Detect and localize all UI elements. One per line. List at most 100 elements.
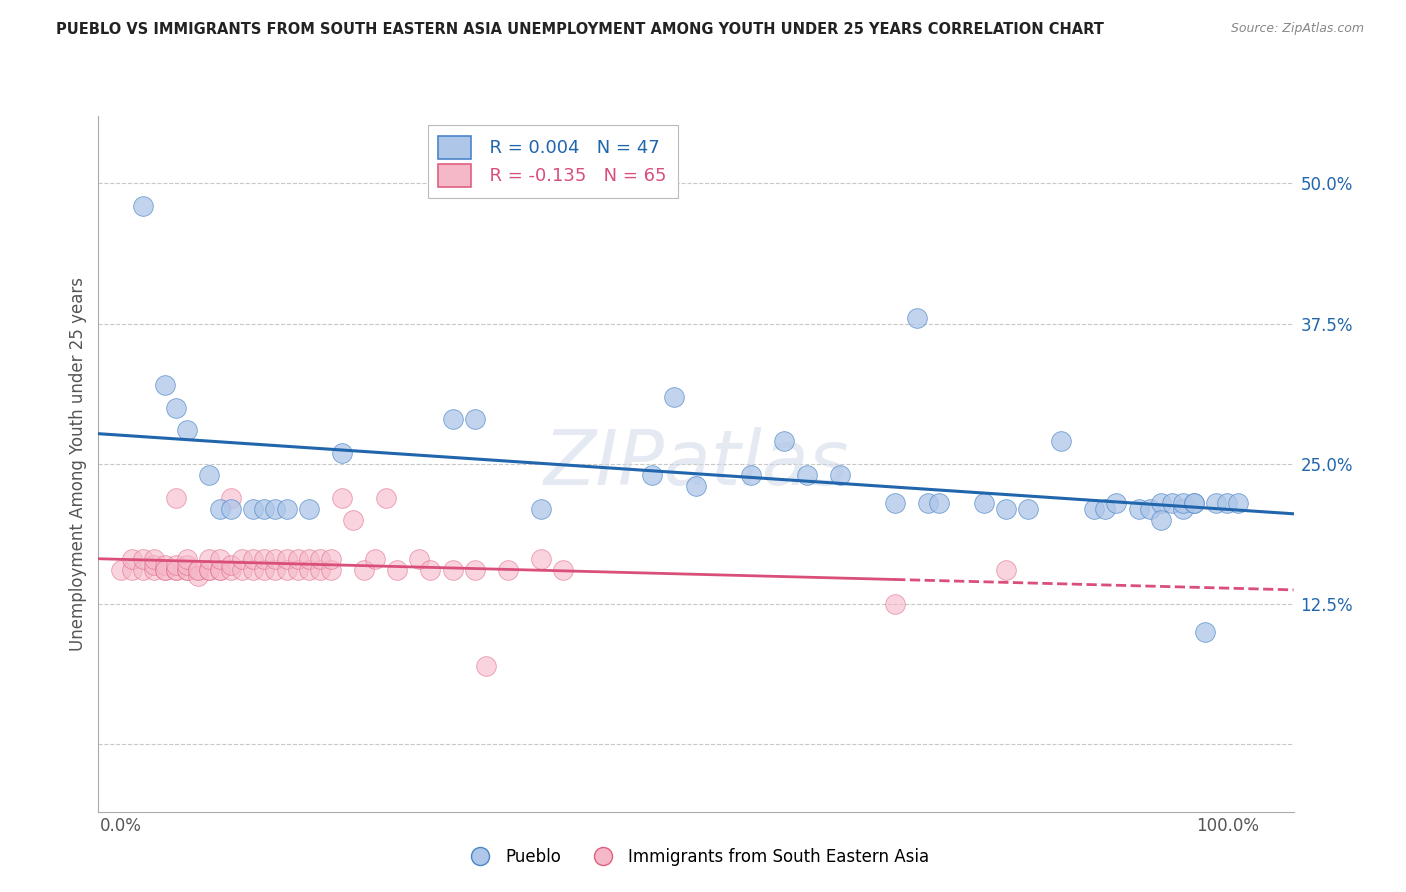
Point bbox=[1160, 496, 1182, 510]
Point bbox=[1017, 501, 1039, 516]
Point bbox=[994, 501, 1017, 516]
Point bbox=[264, 564, 287, 578]
Point bbox=[187, 564, 209, 578]
Point bbox=[176, 564, 198, 578]
Point bbox=[276, 552, 298, 566]
Point bbox=[1128, 501, 1150, 516]
Point bbox=[231, 552, 253, 566]
Point bbox=[1171, 496, 1194, 510]
Legend: Pueblo, Immigrants from South Eastern Asia: Pueblo, Immigrants from South Eastern As… bbox=[457, 842, 935, 873]
Point bbox=[276, 564, 298, 578]
Point bbox=[474, 658, 496, 673]
Point bbox=[796, 468, 818, 483]
Point bbox=[298, 552, 321, 566]
Point bbox=[1150, 496, 1173, 510]
Point bbox=[209, 564, 232, 578]
Point bbox=[153, 378, 176, 392]
Point bbox=[342, 513, 364, 527]
Point bbox=[308, 552, 330, 566]
Point bbox=[131, 199, 153, 213]
Point bbox=[419, 564, 441, 578]
Point bbox=[219, 564, 242, 578]
Point bbox=[1171, 501, 1194, 516]
Point bbox=[1194, 625, 1216, 640]
Point bbox=[287, 552, 309, 566]
Point bbox=[142, 564, 165, 578]
Point bbox=[928, 496, 950, 510]
Text: PUEBLO VS IMMIGRANTS FROM SOUTH EASTERN ASIA UNEMPLOYMENT AMONG YOUTH UNDER 25 Y: PUEBLO VS IMMIGRANTS FROM SOUTH EASTERN … bbox=[56, 22, 1104, 37]
Point bbox=[264, 501, 287, 516]
Point bbox=[121, 552, 143, 566]
Point bbox=[198, 564, 221, 578]
Point bbox=[276, 501, 298, 516]
Point bbox=[1182, 496, 1205, 510]
Point bbox=[1182, 496, 1205, 510]
Point bbox=[165, 491, 187, 505]
Point bbox=[685, 479, 707, 493]
Point bbox=[917, 496, 939, 510]
Point bbox=[364, 552, 387, 566]
Point bbox=[131, 564, 153, 578]
Point bbox=[242, 501, 264, 516]
Point bbox=[408, 552, 430, 566]
Point bbox=[153, 564, 176, 578]
Point bbox=[1205, 496, 1227, 510]
Point bbox=[353, 564, 375, 578]
Point bbox=[1094, 501, 1116, 516]
Point bbox=[110, 564, 132, 578]
Point bbox=[553, 564, 575, 578]
Point bbox=[165, 564, 187, 578]
Point bbox=[187, 564, 209, 578]
Point bbox=[209, 564, 232, 578]
Point bbox=[1139, 501, 1161, 516]
Point bbox=[441, 564, 464, 578]
Point bbox=[641, 468, 664, 483]
Point bbox=[973, 496, 995, 510]
Point bbox=[219, 558, 242, 572]
Point bbox=[773, 434, 796, 449]
Point bbox=[828, 468, 851, 483]
Text: Source: ZipAtlas.com: Source: ZipAtlas.com bbox=[1230, 22, 1364, 36]
Point bbox=[1216, 496, 1239, 510]
Point bbox=[198, 564, 221, 578]
Point bbox=[308, 564, 330, 578]
Point bbox=[1150, 513, 1173, 527]
Point bbox=[264, 552, 287, 566]
Point bbox=[131, 552, 153, 566]
Point bbox=[375, 491, 398, 505]
Point bbox=[662, 390, 685, 404]
Point bbox=[530, 552, 553, 566]
Point bbox=[176, 558, 198, 572]
Point bbox=[242, 564, 264, 578]
Y-axis label: Unemployment Among Youth under 25 years: Unemployment Among Youth under 25 years bbox=[69, 277, 87, 651]
Point bbox=[121, 564, 143, 578]
Point bbox=[884, 597, 907, 611]
Point bbox=[905, 310, 928, 325]
Point bbox=[330, 491, 353, 505]
Point bbox=[209, 501, 232, 516]
Point bbox=[884, 496, 907, 510]
Point bbox=[165, 564, 187, 578]
Point bbox=[253, 564, 276, 578]
Point bbox=[231, 564, 253, 578]
Point bbox=[385, 564, 408, 578]
Point bbox=[1083, 501, 1105, 516]
Point bbox=[219, 491, 242, 505]
Point bbox=[176, 552, 198, 566]
Point bbox=[242, 552, 264, 566]
Point bbox=[1050, 434, 1073, 449]
Point bbox=[165, 401, 187, 415]
Point bbox=[464, 412, 486, 426]
Point bbox=[496, 564, 519, 578]
Point bbox=[209, 552, 232, 566]
Point bbox=[330, 445, 353, 459]
Point bbox=[153, 558, 176, 572]
Point bbox=[187, 569, 209, 583]
Point bbox=[142, 552, 165, 566]
Point bbox=[530, 501, 553, 516]
Point bbox=[153, 564, 176, 578]
Point bbox=[1227, 496, 1250, 510]
Point bbox=[253, 552, 276, 566]
Point bbox=[176, 564, 198, 578]
Point bbox=[298, 501, 321, 516]
